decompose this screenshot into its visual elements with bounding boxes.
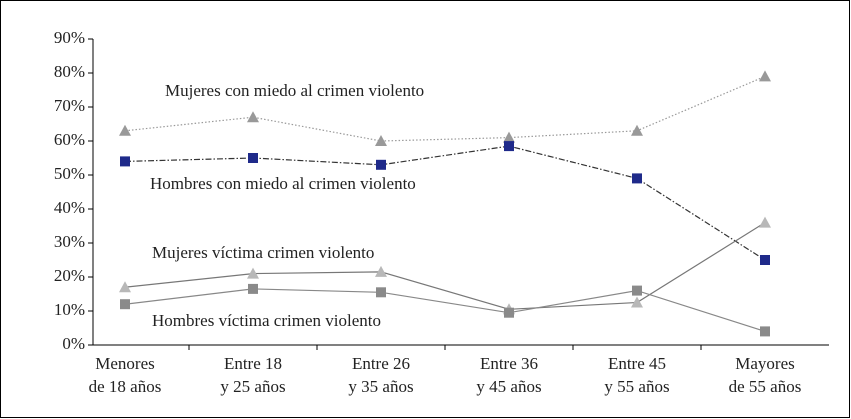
y-tick-label: 70% [54,96,85,115]
marker [248,153,258,163]
series-line [124,222,766,310]
y-tick-label: 50% [54,164,85,183]
marker [248,283,258,294]
y-tick-label: 40% [54,198,85,217]
marker [247,267,259,279]
y-tick-label: 10% [54,300,85,319]
x-tick-label: y 25 años [220,377,285,396]
marker [760,255,770,265]
marker [376,159,386,170]
series-label: Mujeres víctima crimen violento [152,243,374,262]
y-tick-label: 80% [54,62,85,81]
x-tick-label: y 55 años [604,377,669,396]
marker [247,111,259,123]
x-tick-label: Entre 45 [608,354,666,373]
x-tick-label: Entre 26 [352,354,410,373]
y-tick-label: 20% [54,266,85,285]
x-tick-label: Mayores [735,354,794,373]
y-tick-label: 90% [54,28,85,47]
x-tick-label: y 35 años [348,377,413,396]
x-tick-label: Entre 18 [224,354,282,373]
marker [119,124,131,136]
y-tick-label: 0% [62,334,85,353]
y-tick-label: 60% [54,130,85,149]
marker [120,156,130,167]
series-label: Hombres con miedo al crimen violento [150,174,416,193]
marker [375,265,387,277]
series-line [124,145,766,261]
marker [632,173,642,184]
marker [632,285,642,296]
series-label: Mujeres con miedo al crimen violento [165,81,424,100]
marker [504,307,514,318]
x-tick-label: de 55 años [729,377,802,396]
marker [375,135,387,146]
x-tick-label: y 45 años [476,377,541,396]
marker [760,326,770,337]
marker [631,124,643,136]
marker [376,287,386,298]
series-line [124,75,766,142]
series-label: Hombres víctima crimen violento [152,311,381,330]
marker [504,141,514,152]
marker [631,296,643,308]
marker [120,299,130,310]
x-tick-label: Menores [95,354,154,373]
x-tick-label: Entre 36 [480,354,538,373]
marker [759,216,771,228]
x-tick-label: de 18 años [89,377,162,396]
marker [119,281,131,293]
series-line [124,288,766,332]
y-tick-label: 30% [54,232,85,251]
marker [503,131,515,143]
marker [759,70,771,82]
